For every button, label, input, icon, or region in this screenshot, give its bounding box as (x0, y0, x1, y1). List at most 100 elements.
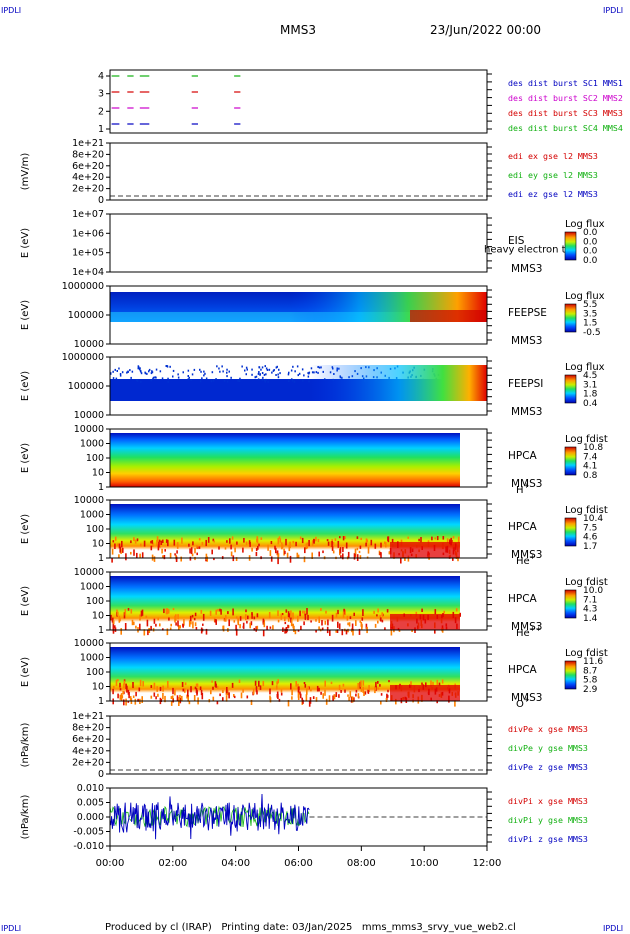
hpca_hepp-speckle (141, 609, 144, 616)
hpca_he-speckle (134, 539, 137, 542)
hpca_o-speckle (117, 679, 119, 682)
colorbar (564, 231, 577, 261)
hpca_o-speckle (216, 685, 219, 689)
hpca_hepp-speckle (214, 619, 217, 623)
hpca_he-speckle (249, 541, 251, 547)
hpca_o-speckle (139, 679, 142, 687)
hpca_o-speckle (271, 681, 274, 686)
hpca_he-speckle (198, 546, 201, 549)
hpca_o-speckle (377, 687, 379, 690)
feepsi-speckle (277, 373, 279, 376)
hpca_hepp-speckle (205, 628, 208, 635)
species-charge: + (524, 482, 530, 490)
hpca_hepp-speckle (287, 624, 289, 629)
hpca_o-speckle (385, 698, 388, 702)
hpca_he-speckle (332, 542, 335, 547)
hpca_hepp-speckle (194, 612, 197, 617)
hpca_he-speckle (277, 537, 280, 545)
hpca_o-speckle (216, 700, 219, 705)
hpca_he-speckle (255, 547, 258, 552)
hpca_hepp-speckle (288, 613, 291, 616)
hpca_o-speckle (324, 689, 326, 696)
colorbar-title: Log fdist (565, 648, 608, 659)
hpca_o-speckle (305, 694, 308, 701)
feepsi-speckle (223, 379, 226, 382)
hpca_he-speckle (331, 541, 333, 547)
feepsi-speckle (237, 379, 239, 382)
hpca_he-speckle (303, 556, 306, 563)
instrument-label: FEEPSI (508, 378, 543, 390)
footer-credit: Produced by cl (IRAP) Printing date: 03/… (105, 922, 516, 933)
hpca_he-speckle (270, 541, 273, 545)
hpca_he-speckle (292, 540, 295, 544)
hpca_o-speckle (226, 689, 229, 696)
hpca_o-red-band (390, 685, 460, 701)
species-label: H+ (516, 482, 530, 496)
feepsi-speckle (296, 365, 299, 368)
hpca_he-speckle (257, 545, 259, 550)
hpca_hepp-speckle (355, 620, 357, 626)
x-tick-label: 08:00 (347, 858, 376, 869)
hpca_he-speckle (380, 542, 382, 548)
legend-entry: des dist burst SC3 MMS3 (508, 108, 623, 118)
hpca_o-speckle (342, 683, 345, 687)
feepsi-speckle (259, 373, 261, 376)
hpca_o-speckle (357, 683, 359, 690)
hpca_hepp-speckle (112, 617, 114, 623)
hpca_o-speckle (250, 699, 253, 705)
hpca_he-speckle (169, 552, 172, 559)
hpca_he-speckle (245, 541, 248, 546)
hpca_he-speckle (111, 548, 114, 555)
hpca_he-speckle (434, 537, 436, 540)
hpca_o-speckle (280, 689, 283, 693)
hpca_hepp-speckle (247, 615, 249, 620)
panel-eis: 1e+07 1e+06 1e+05 1e+04 E (eV) EIS MMS3 heavy e… (20, 209, 605, 278)
hpca_hepp-speckle (166, 608, 169, 615)
hpca_o-speckle (194, 686, 197, 690)
hpca_he-speckle (130, 540, 132, 544)
feepsi-speckle (155, 368, 158, 371)
hpca_o-speckle (120, 698, 123, 701)
feepsi-speckle (203, 370, 205, 373)
hpca_he-speckle (111, 557, 113, 563)
hpca_he-speckle (150, 540, 152, 544)
hpca_o-speckle (199, 686, 202, 690)
legend-entry: divPe y gse MMS3 (508, 743, 588, 753)
hpca_o-speckle (256, 690, 258, 695)
hpca_hepp-speckle (349, 616, 352, 619)
hpca_o-speckle (195, 683, 198, 688)
feepsi-speckle (119, 374, 122, 377)
feepsi-speckle (308, 372, 310, 375)
feepsi-speckle (129, 369, 131, 372)
hpca_he-speckle (218, 546, 220, 550)
species-label: He+ (516, 553, 536, 567)
hpca_o-speckle (190, 686, 192, 693)
hpca_he-speckle (457, 556, 459, 562)
feepsi-speckle (136, 379, 139, 382)
hpca_he-speckle (301, 537, 304, 544)
hpca_hepp-speckle (110, 614, 112, 621)
hpca_hepp-speckle (294, 630, 297, 635)
hpca_hepp-speckle (232, 608, 234, 616)
feepsi-speckle (298, 372, 301, 375)
hpca_o-speckle (280, 692, 283, 696)
hpca_o-speckle (441, 679, 444, 684)
hpca_o-speckle (132, 682, 134, 689)
y-tick-label: 10 (92, 539, 104, 550)
hpca_he-speckle (326, 539, 329, 542)
divpi-z-series (109, 793, 310, 840)
feepsi-speckle (265, 367, 268, 370)
y-tick-label: 0 (98, 195, 104, 206)
feepsi-speckle (218, 367, 220, 370)
hpca_o-speckle (306, 688, 308, 695)
hpca_o-speckle (320, 691, 322, 695)
hpca_o-speckle (360, 680, 362, 688)
colorbar-tick-label: 10.4 (583, 514, 603, 524)
hpca_hepp-speckle (352, 629, 354, 636)
hpca_he-speckle (226, 540, 228, 543)
hpca_o-speckle (350, 696, 353, 703)
hpca_he-speckle (311, 540, 314, 546)
hpca_he-speckle (452, 557, 454, 561)
hpca_he-speckle (125, 553, 127, 561)
hpca_o-speckle (119, 682, 121, 688)
